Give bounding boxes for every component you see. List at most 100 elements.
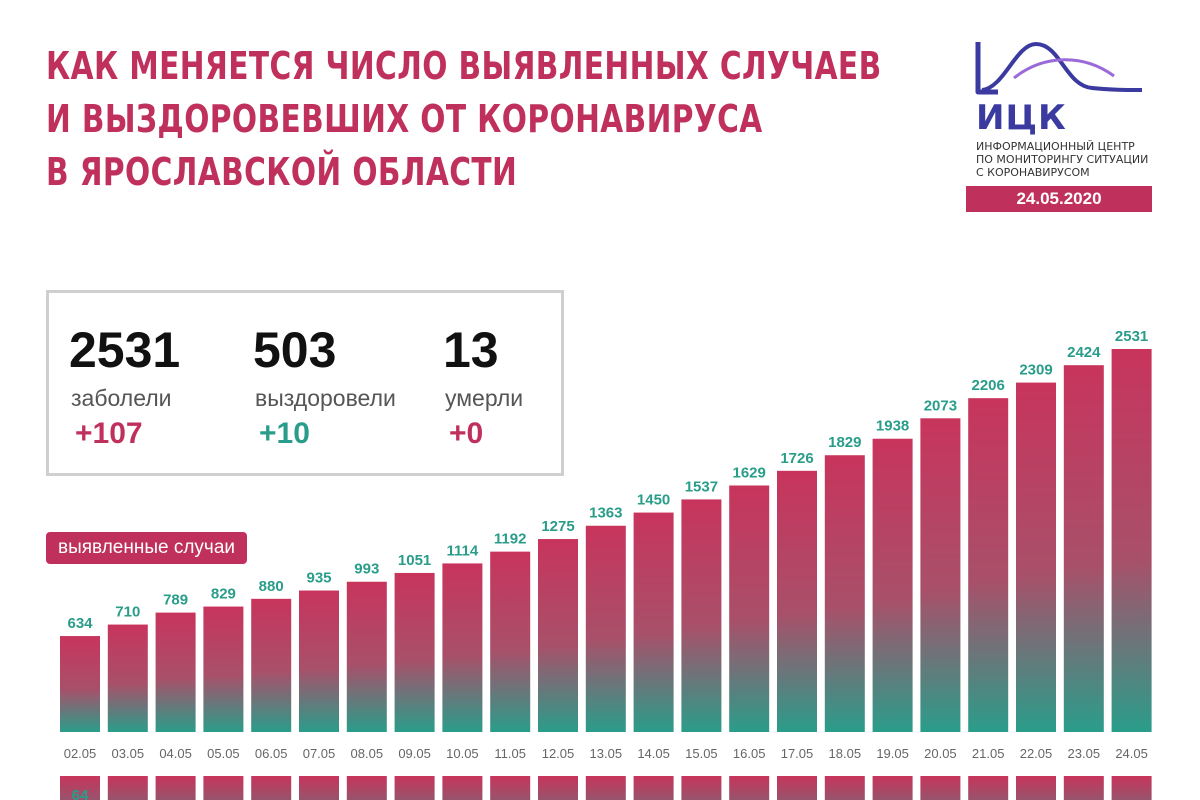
- stat-died-label: умерли: [445, 385, 524, 411]
- bar-24.05: [1111, 349, 1152, 732]
- stat-died-value: 13: [443, 322, 499, 378]
- value-label-21.05: 2206: [972, 377, 1005, 394]
- stat-recovered-delta: +10: [259, 417, 310, 450]
- lower-bar-17.05: [777, 776, 817, 800]
- bar-05.05: [203, 606, 244, 732]
- bar-14.05: [633, 512, 674, 732]
- lower-bar-08.05: [346, 776, 387, 800]
- value-label-22.05: 2309: [1019, 362, 1052, 379]
- lower-bar-21.05: [968, 776, 1009, 800]
- tick-label-04.05: 04.05: [159, 746, 192, 761]
- tick-label-20.05: 20.05: [924, 746, 957, 761]
- bar-11.05: [490, 551, 531, 732]
- lower-bar-16.05: [729, 776, 770, 800]
- value-label-18.05: 1829: [828, 434, 861, 451]
- lower-bar-07.05: [299, 776, 339, 800]
- title-line-1: КАК МЕНЯЕТСЯ ЧИСЛО ВЫЯВЛЕННЫХ СЛУЧАЕВ: [46, 44, 882, 88]
- tick-label-14.05: 14.05: [637, 746, 670, 761]
- stat-recovered-label: выздоровели: [255, 385, 396, 411]
- bar-10.05: [442, 563, 483, 732]
- lower-bar-02.05: [60, 776, 100, 800]
- bar-17.05: [777, 470, 817, 732]
- ick-logo: ИЦК ИНФОРМАЦИОННЫЙ ЦЕНТР ПО МОНИТОРИНГУ …: [966, 40, 1152, 212]
- bar-21.05: [968, 398, 1009, 732]
- logo-sub-2: ПО МОНИТОРИНГУ СИТУАЦИИ: [976, 153, 1149, 166]
- value-label-12.05: 1275: [541, 518, 574, 535]
- lower-bar-11.05: [490, 776, 531, 800]
- logo-sub-1: ИНФОРМАЦИОННЫЙ ЦЕНТР: [976, 140, 1135, 153]
- bar-09.05: [394, 572, 435, 732]
- lower-bar-15.05: [681, 776, 722, 800]
- value-label-09.05: 1051: [398, 552, 431, 569]
- stat-died-delta: +0: [449, 417, 484, 450]
- tick-label-17.05: 17.05: [781, 746, 814, 761]
- lower-bar-22.05: [1016, 776, 1056, 800]
- value-label-06.05: 880: [259, 578, 284, 595]
- bar-15.05: [681, 499, 722, 732]
- title-line-3: В ЯРОСЛАВСКОЙ ОБЛАСТИ: [46, 150, 518, 194]
- lower-value-label-first: 64: [72, 787, 89, 800]
- lower-bar-03.05: [107, 776, 148, 800]
- bar-12.05: [538, 539, 578, 732]
- mountain-curve-icon: [975, 41, 1143, 95]
- bar-18.05: [824, 455, 865, 732]
- value-label-11.05: 1192: [494, 531, 527, 548]
- value-label-04.05: 789: [163, 592, 188, 609]
- tick-label-06.05: 06.05: [255, 746, 288, 761]
- lower-bar-05.05: [203, 776, 244, 800]
- stat-sick-value: 2531: [69, 322, 181, 378]
- tick-label-03.05: 03.05: [112, 746, 145, 761]
- value-label-07.05: 935: [306, 570, 331, 587]
- lower-bar-24.05: [1111, 776, 1152, 800]
- value-label-24.05: 2531: [1115, 328, 1148, 345]
- lower-bar-10.05: [442, 776, 483, 800]
- tick-label-15.05: 15.05: [685, 746, 718, 761]
- value-label-03.05: 710: [115, 604, 140, 621]
- tick-label-02.05: 02.05: [64, 746, 97, 761]
- lower-bar-23.05: [1063, 776, 1104, 800]
- page-title: КАК МЕНЯЕТСЯ ЧИСЛО ВЫЯВЛЕННЫХ СЛУЧАЕВ И …: [46, 40, 882, 199]
- tick-label-11.05: 11.05: [494, 746, 526, 761]
- value-label-14.05: 1450: [637, 492, 670, 509]
- title-line-2: И ВЫЗДОРОВЕВШИХ ОТ КОРОНАВИРУСА: [46, 97, 763, 141]
- bar-08.05: [346, 581, 387, 732]
- value-label-16.05: 1629: [733, 464, 766, 481]
- bar-19.05: [872, 438, 913, 732]
- date-badge: 24.05.2020: [966, 186, 1152, 212]
- logo-subtitle: ИНФОРМАЦИОННЫЙ ЦЕНТР ПО МОНИТОРИНГУ СИТУ…: [976, 140, 1148, 179]
- tick-label-24.05: 24.05: [1115, 746, 1148, 761]
- value-label-17.05: 1726: [780, 450, 813, 467]
- series-label: выявленные случаи: [46, 532, 248, 564]
- tick-label-23.05: 23.05: [1068, 746, 1101, 761]
- bar-22.05: [1016, 382, 1056, 732]
- lower-bar-20.05: [920, 776, 961, 800]
- bar-23.05: [1063, 365, 1104, 732]
- stat-sick-delta: +107: [75, 417, 143, 450]
- lower-bar-12.05: [538, 776, 578, 800]
- bar-07.05: [299, 590, 339, 732]
- tick-label-10.05: 10.05: [446, 746, 479, 761]
- value-label-23.05: 2424: [1067, 344, 1101, 361]
- tick-label-12.05: 12.05: [542, 746, 575, 761]
- logo-sub-3: С КОРОНАВИРУСОМ: [976, 166, 1090, 179]
- stats-box: 2531 заболели +107 503 выздоровели +10 1…: [46, 290, 564, 476]
- tick-label-21.05: 21.05: [972, 746, 1005, 761]
- bar-16.05: [729, 485, 770, 732]
- bar-20.05: [920, 418, 961, 732]
- lower-bar-13.05: [585, 776, 626, 800]
- tick-label-22.05: 22.05: [1020, 746, 1053, 761]
- bar-03.05: [107, 624, 148, 732]
- lower-bar-19.05: [872, 776, 913, 800]
- stat-recovered-value: 503: [253, 322, 337, 378]
- bar-02.05: [60, 636, 100, 732]
- bar-04.05: [155, 612, 196, 732]
- logo-name: ИЦК: [976, 98, 1067, 138]
- tick-label-16.05: 16.05: [733, 746, 766, 761]
- lower-bar-06.05: [251, 776, 292, 800]
- value-label-10.05: 1114: [447, 542, 479, 559]
- value-label-19.05: 1938: [876, 418, 909, 435]
- tick-label-09.05: 09.05: [398, 746, 431, 761]
- tick-label-05.05: 05.05: [207, 746, 240, 761]
- tick-label-07.05: 07.05: [303, 746, 336, 761]
- value-label-08.05: 993: [354, 561, 379, 578]
